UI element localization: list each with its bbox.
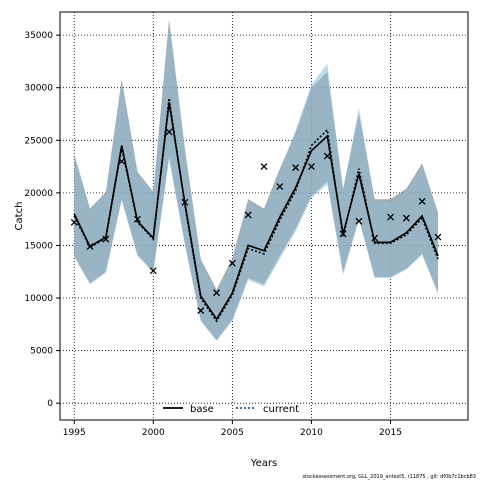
- series-lines: [73, 98, 439, 323]
- observed-point-stroke: [134, 215, 141, 223]
- observed-point-stroke: [228, 259, 236, 267]
- observed-point-stroke: [307, 163, 315, 171]
- observed-point: [228, 259, 236, 267]
- observed-point-stroke: [244, 211, 252, 219]
- plot-frame: [59, 11, 469, 421]
- observed-point: [213, 289, 221, 297]
- x-tick-label: 2000: [142, 428, 165, 438]
- observed-point: [276, 183, 284, 191]
- observed-point: [339, 230, 347, 238]
- observed-point-stroke: [402, 214, 410, 222]
- observed-point-stroke: [118, 157, 126, 165]
- observed-point: [102, 235, 110, 243]
- observed-point: [244, 211, 252, 219]
- y-tick-label: 35000: [24, 31, 53, 41]
- x-tick-label: 2010: [300, 428, 323, 438]
- observed-point-stroke: [339, 230, 347, 238]
- y-tick-label: 0: [47, 399, 53, 409]
- observed-point: [134, 215, 141, 223]
- observed-point: [292, 164, 300, 172]
- y-tick-label: 15000: [24, 241, 53, 251]
- x-tick-label: 1995: [63, 428, 86, 438]
- line-current: [73, 98, 439, 323]
- observed-point: [165, 128, 173, 136]
- band-current: [74, 21, 438, 342]
- observed-point-stroke: [276, 183, 284, 191]
- y-axis: 0 5000 10000 15000 20000 25000 30000 35000: [24, 31, 60, 409]
- observed-point: [402, 214, 410, 222]
- x-tick-label: 2005: [221, 428, 244, 438]
- observed-point-stroke: [418, 197, 426, 205]
- observed-point-stroke: [371, 234, 379, 242]
- observed-point: [371, 234, 379, 242]
- y-tick-label: 5000: [30, 347, 53, 357]
- x-tick-label: 2015: [379, 428, 402, 438]
- observed-point-stroke: [165, 128, 173, 136]
- observed-point-stroke: [70, 218, 78, 226]
- observed-point-stroke: [434, 233, 442, 241]
- observed-point: [118, 157, 126, 165]
- observed-point: [86, 243, 94, 250]
- y-tick-label: 30000: [24, 84, 53, 94]
- observed-point-stroke: [86, 243, 94, 250]
- x-axis: 1995 2000 2005 2010 2015: [63, 420, 402, 438]
- observed-point-stroke: [323, 152, 331, 160]
- legend: base current: [163, 404, 299, 415]
- observed-point-stroke: [197, 307, 205, 315]
- y-tick-label: 25000: [24, 136, 53, 146]
- observed-point-stroke: [213, 289, 221, 297]
- y-axis-label: Catch: [14, 202, 25, 231]
- observed-point: [434, 233, 442, 241]
- observed-point: [418, 197, 426, 205]
- confidence-bands: [74, 19, 438, 342]
- observed-points: [70, 128, 442, 315]
- observed-point-stroke: [292, 164, 300, 172]
- observed-point: [355, 217, 363, 225]
- observed-point-stroke: [102, 235, 110, 243]
- observed-point: [181, 198, 189, 206]
- observed-point: [70, 218, 78, 226]
- y-tick-label: 10000: [24, 294, 53, 304]
- observed-point-stroke: [355, 217, 363, 225]
- legend-label-current: current: [263, 404, 299, 415]
- observed-point-stroke: [149, 267, 157, 275]
- legend-label-base: base: [190, 404, 214, 415]
- observed-point: [149, 267, 157, 275]
- y-tick-label: 20000: [24, 189, 53, 199]
- observed-point: [307, 163, 315, 171]
- footnote: stockassessment.org, GLL_2019_antest5, r…: [302, 474, 476, 480]
- observed-point: [197, 307, 205, 315]
- observed-point: [387, 213, 394, 221]
- observed-point-stroke: [387, 213, 394, 221]
- observed-point-stroke: [260, 163, 268, 171]
- x-axis-label: Years: [250, 458, 277, 469]
- observed-point: [323, 152, 331, 160]
- observed-point-stroke: [181, 198, 189, 206]
- observed-point: [260, 163, 268, 171]
